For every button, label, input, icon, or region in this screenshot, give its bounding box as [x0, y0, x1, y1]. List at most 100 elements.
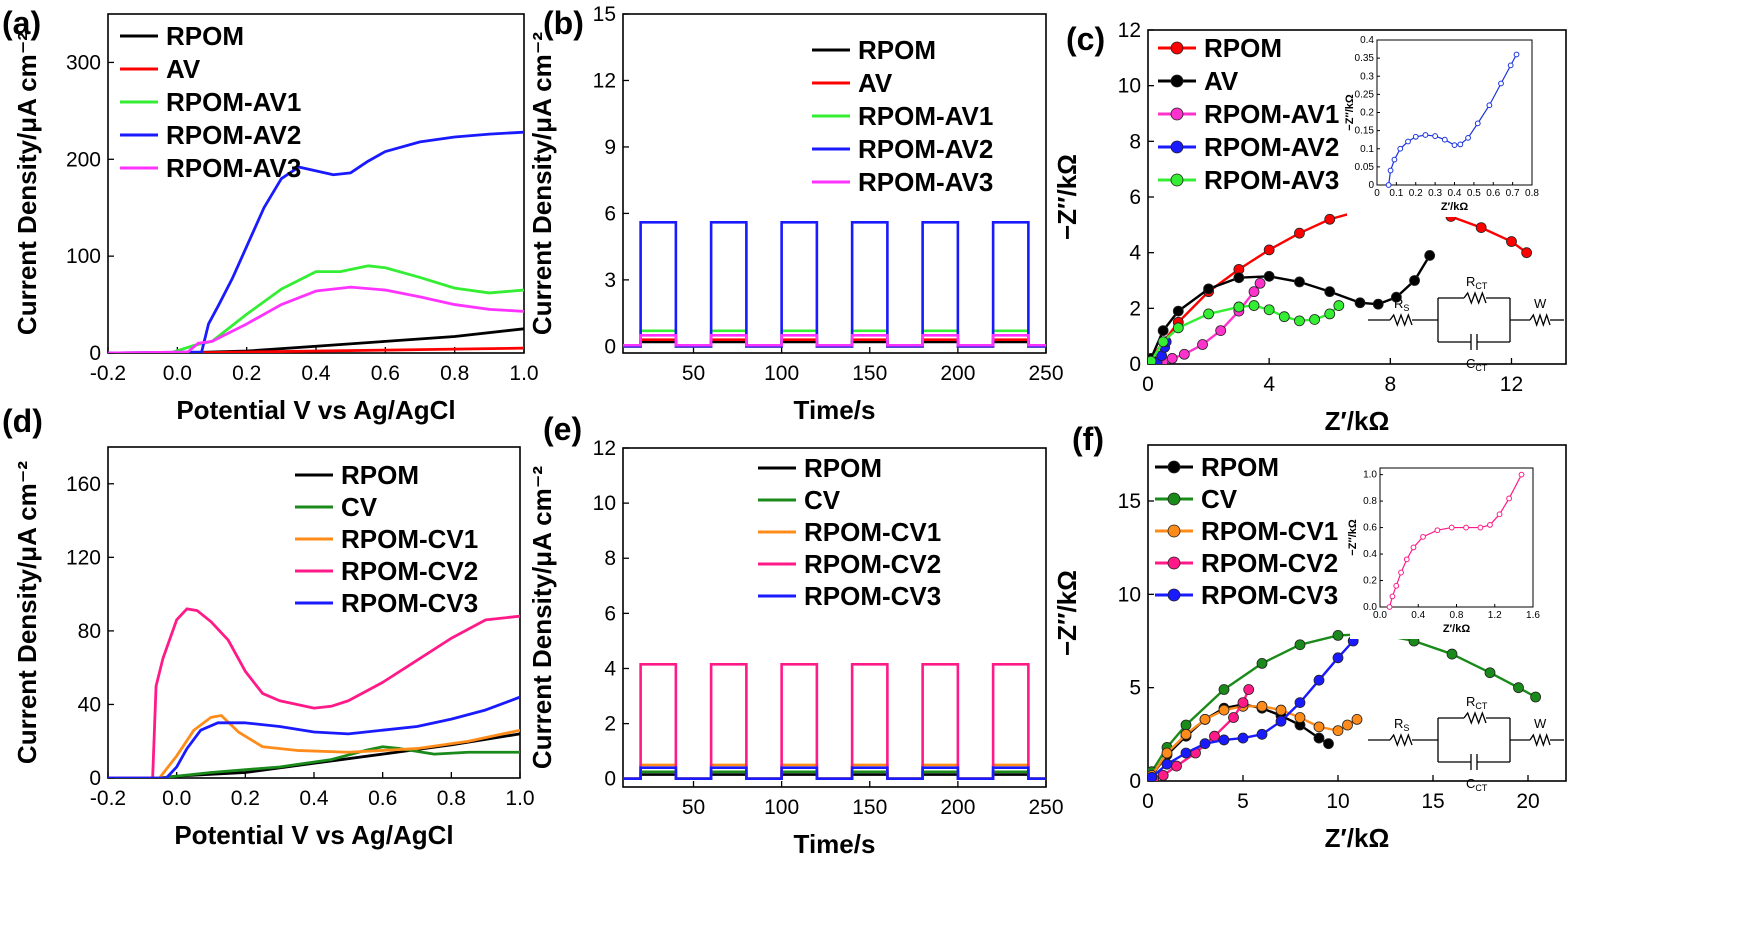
legend-marker — [1167, 588, 1181, 602]
x-tick-label: 12 — [1500, 373, 1523, 396]
legend-entry: AV — [1204, 66, 1239, 96]
series-line-rpom-av3 — [623, 333, 1046, 347]
data-point — [1506, 236, 1517, 247]
x-tick-label: 200 — [940, 796, 975, 819]
inset-data-point — [1386, 604, 1393, 610]
data-point — [1324, 286, 1336, 298]
data-point — [1248, 300, 1260, 311]
x-tick-label: 0 — [1142, 373, 1154, 396]
data-point — [1203, 283, 1214, 295]
inset-y-axis-label: −Z″/kΩ — [1347, 519, 1359, 556]
circuit-label-rs-main: R — [1394, 296, 1403, 311]
inset-data-point — [1420, 533, 1426, 540]
legend-entry: RPOM-AV2 — [1204, 132, 1339, 162]
x-tick-label: 0 — [1142, 790, 1154, 813]
plot-frame — [622, 447, 1047, 788]
inset-data-point — [1389, 593, 1396, 600]
y-tick-label: 80 — [78, 620, 101, 643]
data-point — [1172, 305, 1184, 317]
data-point — [1157, 325, 1169, 337]
x-tick-label: 5 — [1237, 790, 1249, 813]
y-tick-label: 0 — [604, 335, 616, 358]
legend-entry: RPOM-CV2 — [341, 556, 478, 586]
legend-entry: RPOM-AV3 — [858, 167, 993, 197]
data-point — [1180, 728, 1192, 740]
data-point — [1484, 667, 1496, 679]
inset-data-point — [1412, 133, 1419, 140]
series-line-rpom-cv2 — [623, 663, 1046, 781]
resistor-rct — [1463, 711, 1487, 725]
inset-y-tick-label: 0.4 — [1360, 35, 1374, 46]
inset-y-tick-label: 0.6 — [1363, 523, 1377, 534]
circuit-label-w-main: W — [1534, 296, 1547, 311]
legend-entry: RPOM-CV1 — [341, 524, 478, 554]
inset-data-point — [1403, 556, 1410, 563]
x-tick-label: 20 — [1516, 790, 1539, 813]
data-point — [1313, 674, 1325, 686]
panel-c: (c)0 4 8 12024681012Z′/kΩ−Z″/kΩRPOMAVRPOM-A… — [1052, 19, 1567, 436]
circuit-label-rct: RCT — [1466, 274, 1488, 291]
circuit-label-cct: CCT — [1466, 356, 1488, 373]
y-tick-label: 0 — [89, 767, 101, 790]
circuit-label-rs-main: R — [1394, 716, 1403, 731]
legend-entry: CV — [341, 492, 378, 522]
y-tick-label: 12 — [1118, 19, 1141, 42]
circuit-label-w: W — [1534, 716, 1547, 731]
inset-data-point — [1496, 511, 1503, 518]
inset-data-point — [1410, 544, 1417, 551]
x-tick-label: -0.2 — [90, 362, 126, 385]
inset-x-tick-label: 0.0 — [1373, 610, 1387, 621]
y-tick-label: 15 — [593, 3, 616, 26]
legend-marker — [1170, 173, 1184, 187]
inset-data-point — [1387, 167, 1394, 174]
inset-x-tick-label: 0.7 — [1506, 188, 1520, 199]
data-point — [1237, 732, 1249, 744]
inset-data-point — [1422, 132, 1429, 138]
data-point — [1313, 721, 1325, 733]
x-tick-label: -0.2 — [90, 787, 126, 810]
inset-plot: 0.0 0.4 0.8 1.2 1.6 0.0 0.2 0.4 0.6 0.8 1.0 Z′/kΩ −Z… — [1347, 460, 1545, 639]
y-tick-label: 3 — [604, 269, 616, 292]
inset-data-point — [1518, 471, 1525, 478]
data-point — [1324, 213, 1336, 225]
x-tick-label: 0.2 — [232, 362, 261, 385]
x-tick-label: 15 — [1421, 790, 1444, 813]
legend-entry: AV — [858, 68, 893, 98]
inset-y-tick-label: 1.0 — [1363, 470, 1377, 481]
x-tick-label: 150 — [852, 362, 887, 385]
x-axis-label: Z′/kΩ — [1325, 406, 1390, 436]
y-tick-label: 4 — [1129, 242, 1141, 265]
data-point — [1263, 304, 1275, 316]
panel-letter: (c) — [1066, 21, 1105, 57]
legend-entry: RPOM-CV2 — [1201, 548, 1338, 578]
data-point — [1475, 222, 1487, 234]
data-point — [1294, 639, 1306, 651]
y-tick-label: 300 — [66, 51, 101, 74]
y-tick-label: 9 — [604, 136, 616, 159]
x-tick-label: 1.0 — [509, 362, 538, 385]
plot-area — [623, 663, 1046, 781]
data-point — [1294, 697, 1306, 708]
x-tick-label: 250 — [1028, 362, 1063, 385]
legend-entry: RPOM-CV3 — [804, 581, 941, 611]
data-point — [1199, 738, 1211, 750]
data-point — [1446, 648, 1458, 660]
inset-data-point — [1474, 120, 1481, 127]
y-tick-label: 0 — [1129, 353, 1141, 376]
data-point — [1354, 297, 1366, 309]
panel-letter: (f) — [1072, 421, 1104, 457]
inset-y-tick-label: 0.35 — [1355, 53, 1375, 64]
y-tick-label: 10 — [593, 492, 616, 515]
y-tick-label: 2 — [1129, 297, 1141, 320]
data-point — [1243, 684, 1255, 695]
inset-y-tick-label: 0.15 — [1355, 126, 1375, 137]
data-point — [1332, 630, 1344, 641]
x-tick-label: 50 — [682, 362, 705, 385]
data-point — [1148, 771, 1158, 781]
series-line-rpom-cv3 — [1151, 640, 1355, 779]
legend-entry: CV — [1201, 484, 1238, 514]
data-point — [1256, 658, 1268, 669]
